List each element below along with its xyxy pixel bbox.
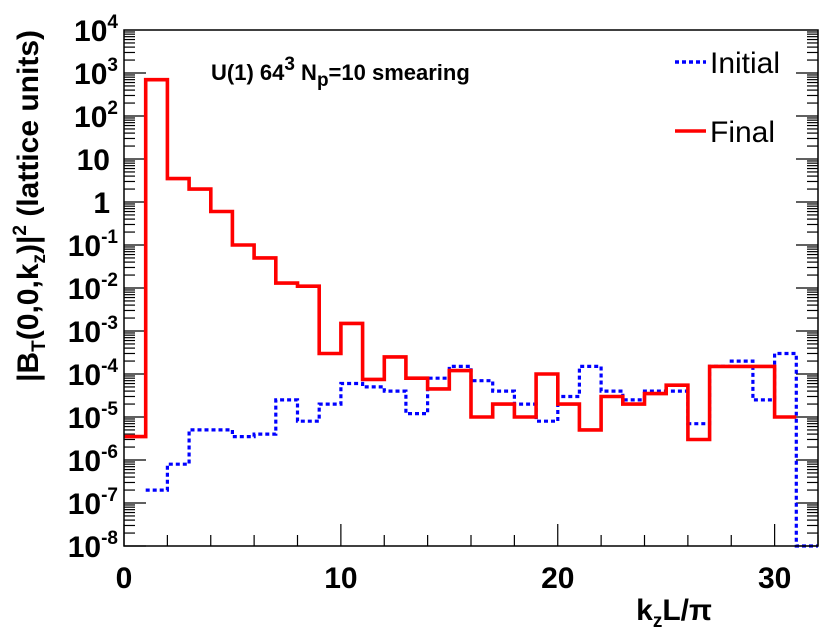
x-tick-label: 0 <box>116 562 133 595</box>
y-tick-label: 102 <box>74 98 118 134</box>
x-tick-label: 10 <box>324 562 357 595</box>
x-axis-title: kzL/π <box>636 594 712 632</box>
x-tick-label: 30 <box>758 562 791 595</box>
legend: Initial Final <box>675 47 780 149</box>
legend-final-label: Final <box>710 116 775 149</box>
y-tick-label: 1 <box>93 187 110 220</box>
y-tick-label: 10-6 <box>68 442 118 478</box>
y-tick-label: 10 <box>77 144 110 177</box>
series-lines <box>124 77 818 548</box>
x-tick-labels: 0 10 20 30 <box>116 562 792 595</box>
y-tick-label: 10-2 <box>68 270 118 306</box>
annotation-label: U(1) 643 Np=10 smearing <box>211 54 470 91</box>
plot-frame <box>123 29 819 547</box>
y-tick-label: 10-3 <box>68 313 118 349</box>
y-tick-label: 10-8 <box>68 528 118 564</box>
y-tick-label: 103 <box>74 55 118 91</box>
y-tick-label: 10-7 <box>68 485 118 521</box>
series-final-line <box>124 77 797 442</box>
y-axis-title: |BT(0,0,kz)|2 (lattice units) <box>10 30 50 382</box>
x-tick-label: 20 <box>541 562 574 595</box>
y-tick-label: 104 <box>74 12 118 48</box>
y-tick-label: 10-1 <box>68 227 119 263</box>
axis-ticks <box>123 31 819 547</box>
y-tick-label: 10-5 <box>68 399 119 435</box>
y-tick-labels: 10410310210110-110-210-310-410-510-610-7… <box>68 12 119 564</box>
legend-initial-label: Initial <box>710 47 780 80</box>
y-tick-label: 10-4 <box>68 356 119 392</box>
